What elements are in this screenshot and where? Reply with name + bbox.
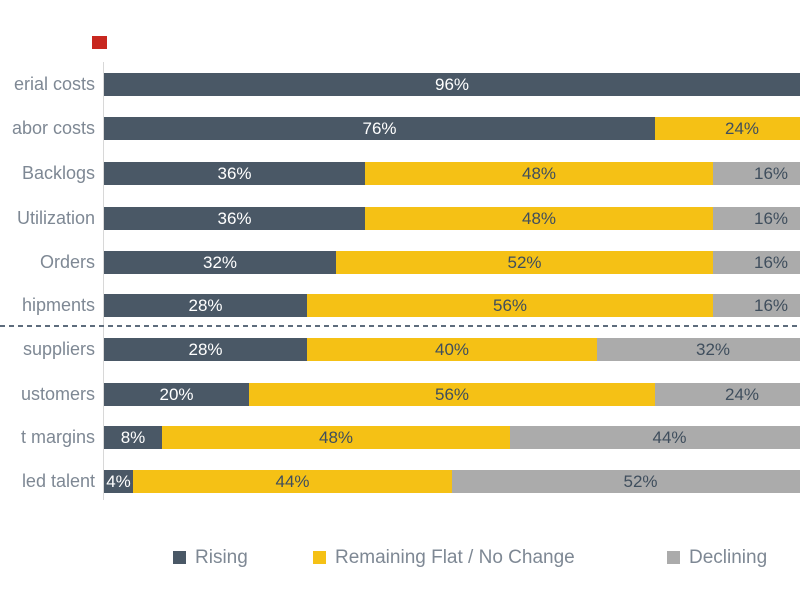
bar-value-label: 16% <box>753 208 789 228</box>
bar-value-label: 40% <box>434 339 470 359</box>
bar-value-label: 32% <box>202 252 238 272</box>
legend-swatch-rising <box>173 551 186 564</box>
bar-segment-flat: 48% <box>365 207 713 230</box>
bar-value-label: 56% <box>492 295 528 315</box>
bar-row: 28% 40% 32% <box>104 338 800 361</box>
bar-value-label: 8% <box>120 427 146 447</box>
bar-segment-declining: 24% <box>655 383 800 406</box>
bar-segment-declining: 44% <box>510 426 800 449</box>
bar-value-label: 16% <box>753 163 789 183</box>
bar-segment-flat: 48% <box>162 426 510 449</box>
bar-segment-rising: 36% <box>104 162 365 185</box>
bar-value-label: 36% <box>217 208 252 228</box>
bar-value-label: 16% <box>753 252 789 272</box>
bar-segment-rising: 32% <box>104 251 336 274</box>
bar-segment-rising: 36% <box>104 207 365 230</box>
bar-value-label: 28% <box>188 339 223 359</box>
bar-value-label: 56% <box>434 384 470 404</box>
bar-row: 8% 48% 44% <box>104 426 800 449</box>
bar-row: 36% 48% 16% <box>104 207 800 230</box>
bar-value-label: 32% <box>695 339 731 359</box>
bar-value-label: 44% <box>652 427 687 447</box>
bar-segment-declining: 16% <box>713 162 800 185</box>
bar-row: 28% 56% 16% <box>104 294 800 317</box>
bar-segment-rising: 8% <box>104 426 162 449</box>
bar-segment-flat: 52% <box>336 251 713 274</box>
bar-row: 4% 44% 52% <box>104 470 800 493</box>
bar-segment-flat: 44% <box>133 470 452 493</box>
legend-swatch-flat <box>313 551 326 564</box>
bar-segment-rising: 20% <box>104 383 249 406</box>
category-label: Backlogs <box>21 163 95 183</box>
bar-row: 96% <box>104 73 800 96</box>
bar-segment-flat: 56% <box>307 294 713 317</box>
legend-label-declining: Declining <box>689 547 768 568</box>
bar-value-label: 44% <box>275 471 310 491</box>
bar-row: 32% 52% 16% <box>104 251 800 274</box>
bar-value-label: 52% <box>507 252 542 272</box>
category-label: led talent <box>21 471 95 491</box>
bar-segment-flat: 40% <box>307 338 597 361</box>
bar-value-label: 20% <box>159 384 194 404</box>
bar-row: 76% 24% <box>104 117 800 140</box>
category-label: t margins <box>20 427 95 447</box>
legend-swatch-declining <box>667 551 680 564</box>
bar-value-label: 24% <box>724 384 760 404</box>
category-label: ustomers <box>20 384 95 404</box>
legend-label-rising: Rising <box>195 547 248 568</box>
bar-value-label: 28% <box>188 295 223 315</box>
category-label: abor costs <box>11 118 95 138</box>
bar-value-label: 76% <box>362 118 397 138</box>
bar-value-label: 4% <box>106 471 131 491</box>
bar-segment-rising: 28% <box>104 338 307 361</box>
bar-segment-declining: 52% <box>452 470 800 493</box>
bar-segment-declining: 32% <box>597 338 800 361</box>
red-marker <box>92 36 107 49</box>
bar-segment-declining: 16% <box>713 251 800 274</box>
bar-value-label: 24% <box>724 118 760 138</box>
y-axis-line <box>103 62 104 500</box>
bar-segment-flat: 56% <box>249 383 655 406</box>
bar-row: 20% 56% 24% <box>104 383 800 406</box>
category-label: hipments <box>21 295 95 315</box>
bar-value-label: 16% <box>753 295 789 315</box>
bar-segment-declining: 16% <box>713 207 800 230</box>
bar-segment-rising: 76% <box>104 117 655 140</box>
bar-segment-declining: 16% <box>713 294 800 317</box>
category-label: suppliers <box>22 339 95 359</box>
bar-value-label: 52% <box>623 471 658 491</box>
bar-value-label: 48% <box>521 163 557 183</box>
bar-row: 36% 48% 16% <box>104 162 800 185</box>
bar-segment-rising: 28% <box>104 294 307 317</box>
bar-segment-flat: 24% <box>655 117 800 140</box>
bar-value-label: 48% <box>521 208 557 228</box>
category-label: Utilization <box>16 208 95 228</box>
bar-segment-rising: 4% <box>104 470 133 493</box>
bar-value-label: 36% <box>217 163 252 183</box>
category-label: erial costs <box>13 74 95 94</box>
category-label: Orders <box>39 252 95 272</box>
bar-value-label: 96% <box>434 74 470 94</box>
bar-segment-rising: 96% <box>104 73 800 96</box>
bar-segment-flat: 48% <box>365 162 713 185</box>
bar-value-label: 48% <box>318 427 354 447</box>
legend-label-flat: Remaining Flat / No Change <box>335 547 575 568</box>
section-divider-dashed-line <box>0 325 800 327</box>
